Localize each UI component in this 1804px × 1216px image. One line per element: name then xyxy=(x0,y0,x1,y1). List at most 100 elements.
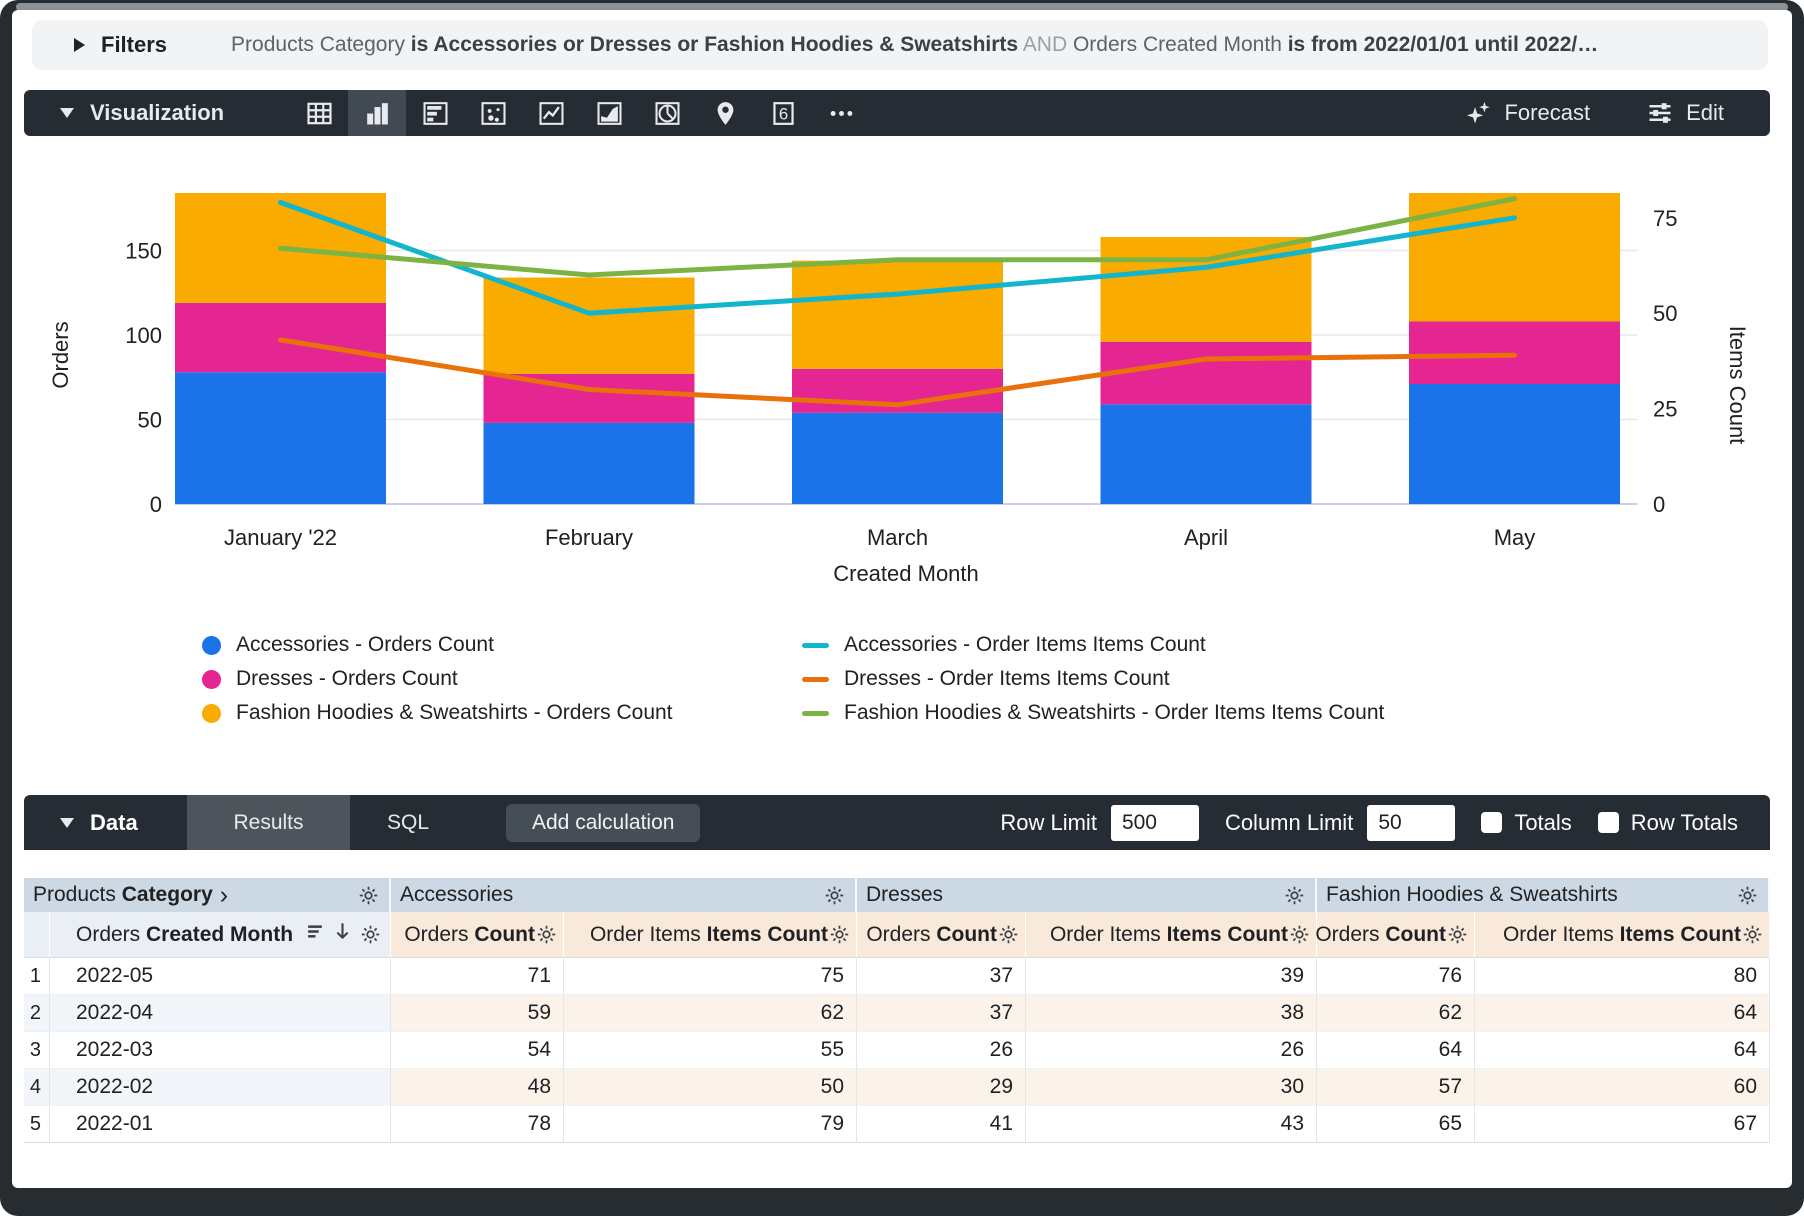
column-group-header[interactable]: Products Category › xyxy=(24,878,391,912)
measure-cell[interactable]: 64 xyxy=(1317,1032,1475,1069)
measure-cell[interactable]: 64 xyxy=(1475,995,1770,1032)
column-group-header[interactable]: Fashion Hoodies & Sweatshirts xyxy=(1317,878,1770,912)
viz-icon-bar[interactable] xyxy=(406,90,464,136)
measure-cell[interactable]: 37 xyxy=(857,995,1026,1032)
totals-toggle[interactable]: Totals xyxy=(1481,810,1572,836)
filters-bar[interactable]: Filters Products Category is Accessories… xyxy=(32,20,1768,70)
column-group-header[interactable]: Accessories xyxy=(391,878,857,912)
column-limit-input[interactable] xyxy=(1367,804,1456,841)
legend-item[interactable]: Dresses - Orders Count xyxy=(202,662,673,696)
measure-cell[interactable]: 62 xyxy=(564,995,857,1032)
row-limit-input[interactable] xyxy=(1110,804,1199,841)
measure-cell[interactable]: 65 xyxy=(1317,1106,1475,1143)
measure-cell[interactable]: 55 xyxy=(564,1032,857,1069)
tab-sql[interactable]: SQL xyxy=(386,810,430,834)
viz-icon-table[interactable] xyxy=(290,90,348,136)
measure-field-header[interactable]: Orders Count xyxy=(857,912,1026,958)
measure-cell[interactable]: 26 xyxy=(1026,1032,1317,1069)
legend-item[interactable]: Fashion Hoodies & Sweatshirts - Orders C… xyxy=(202,696,673,730)
column-group-header[interactable]: Dresses xyxy=(857,878,1317,912)
viz-icon-map[interactable] xyxy=(696,90,754,136)
viz-icon-single-value[interactable]: 6 xyxy=(754,90,812,136)
measure-cell[interactable]: 59 xyxy=(391,995,564,1032)
viz-icon-scatter[interactable] xyxy=(464,90,522,136)
legend-item[interactable]: Dresses - Order Items Items Count xyxy=(802,662,1384,696)
sort-bars-icon[interactable] xyxy=(305,921,326,948)
combo-chart[interactable]: 0 50 100 150 0 25 50 75 January '22 February March… xyxy=(24,140,1770,610)
measure-cell[interactable]: 48 xyxy=(391,1069,564,1106)
measure-cell[interactable]: 64 xyxy=(1475,1032,1770,1069)
totals-checkbox[interactable] xyxy=(1481,812,1503,833)
gear-icon[interactable] xyxy=(1288,923,1311,946)
measure-cell[interactable]: 62 xyxy=(1317,995,1475,1032)
bar-segment[interactable] xyxy=(483,422,695,504)
sort-desc-arrow-icon[interactable] xyxy=(332,921,353,948)
row-totals-toggle[interactable]: Row Totals xyxy=(1597,810,1738,836)
edit-button[interactable]: Edit xyxy=(1646,99,1724,127)
measure-cell[interactable]: 43 xyxy=(1026,1106,1317,1143)
gear-icon[interactable] xyxy=(357,884,380,907)
dimension-cell[interactable]: 2022-03 xyxy=(50,1032,391,1069)
bar-segment[interactable] xyxy=(483,373,695,423)
bar-segment[interactable] xyxy=(792,412,1003,504)
bar-segment[interactable] xyxy=(1409,384,1620,504)
viz-icon-pie[interactable] xyxy=(638,90,696,136)
gear-icon[interactable] xyxy=(1736,884,1759,907)
measure-cell[interactable]: 75 xyxy=(564,958,857,995)
measure-cell[interactable]: 26 xyxy=(857,1032,1026,1069)
line-series[interactable] xyxy=(278,196,1517,278)
measure-cell[interactable]: 78 xyxy=(391,1106,564,1143)
row-totals-checkbox[interactable] xyxy=(1597,812,1619,833)
legend-item[interactable]: Accessories - Orders Count xyxy=(202,628,673,662)
gear-icon[interactable] xyxy=(359,923,382,946)
dimension-cell[interactable]: 2022-04 xyxy=(50,995,391,1032)
gear-icon[interactable] xyxy=(535,923,558,946)
data-section-toggle[interactable]: Data xyxy=(24,810,174,836)
dimension-cell[interactable]: 2022-02 xyxy=(50,1069,391,1106)
forecast-button[interactable]: Forecast xyxy=(1464,99,1590,127)
visualization-collapse-caret-icon[interactable] xyxy=(60,108,74,118)
measure-cell[interactable]: 80 xyxy=(1475,958,1770,995)
measure-cell[interactable]: 37 xyxy=(857,958,1026,995)
gear-icon[interactable] xyxy=(828,923,851,946)
measure-field-header[interactable]: Orders Count xyxy=(1315,912,1475,958)
viz-icon-area[interactable] xyxy=(580,90,638,136)
gear-icon[interactable] xyxy=(1446,923,1469,946)
gear-icon[interactable] xyxy=(997,923,1020,946)
bar-segment[interactable] xyxy=(1100,404,1312,504)
bar-segment[interactable] xyxy=(792,260,1003,369)
line-series[interactable] xyxy=(278,200,1517,316)
dimension-cell[interactable]: 2022-05 xyxy=(50,958,391,995)
measure-cell[interactable]: 29 xyxy=(857,1069,1026,1106)
measure-field-header[interactable]: Order Items Items Count xyxy=(564,912,857,958)
viz-icon-line[interactable] xyxy=(522,90,580,136)
measure-field-header[interactable]: Order Items Items Count xyxy=(1026,912,1317,958)
filters-summary[interactable]: Products Category is Accessories or Dres… xyxy=(231,33,1598,57)
tab-results[interactable]: Results xyxy=(187,795,350,850)
add-calculation-button[interactable]: Add calculation xyxy=(506,803,701,842)
measure-cell[interactable]: 60 xyxy=(1475,1069,1770,1106)
legend-item[interactable]: Accessories - Order Items Items Count xyxy=(802,628,1384,662)
measure-cell[interactable]: 76 xyxy=(1317,958,1475,995)
measure-field-header[interactable]: Orders Count xyxy=(391,912,564,958)
measure-cell[interactable]: 30 xyxy=(1026,1069,1317,1106)
measure-cell[interactable]: 39 xyxy=(1026,958,1317,995)
viz-icon-column[interactable] xyxy=(348,90,407,136)
filters-expand-caret-icon[interactable] xyxy=(74,38,85,52)
measure-cell[interactable]: 71 xyxy=(391,958,564,995)
gear-icon[interactable] xyxy=(1283,884,1306,907)
gear-icon[interactable] xyxy=(823,884,846,907)
measure-cell[interactable]: 57 xyxy=(1317,1069,1475,1106)
bar-segment[interactable] xyxy=(175,372,386,504)
measure-cell[interactable]: 79 xyxy=(564,1106,857,1143)
sort-controls[interactable] xyxy=(305,921,353,948)
gear-icon[interactable] xyxy=(1741,923,1764,946)
viz-icon-more[interactable] xyxy=(812,90,870,136)
bar-segment[interactable] xyxy=(1100,236,1312,342)
measure-cell[interactable]: 38 xyxy=(1026,995,1317,1032)
line-series[interactable] xyxy=(278,337,1517,408)
bar-segment[interactable] xyxy=(1100,341,1312,405)
legend-item[interactable]: Fashion Hoodies & Sweatshirts - Order It… xyxy=(802,696,1384,730)
measure-cell[interactable]: 41 xyxy=(857,1106,1026,1143)
dimension-cell[interactable]: 2022-01 xyxy=(50,1106,391,1143)
